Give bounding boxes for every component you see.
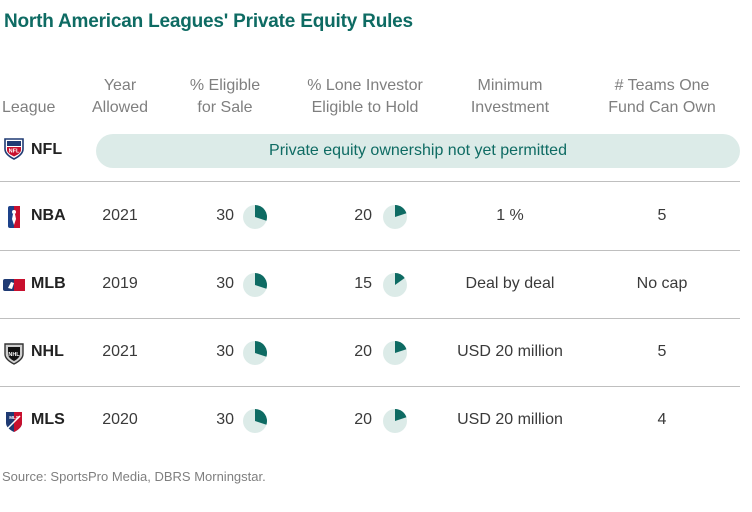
year-allowed-cell: 2020 <box>102 411 138 428</box>
eligible-for-sale-pie <box>243 341 267 365</box>
header-eligible-for-sale: % Eligible for Sale <box>180 75 270 119</box>
lone-investor-pie <box>383 409 407 433</box>
header-teams-line1: # Teams One <box>614 77 710 94</box>
eligible-for-sale-pie-slice <box>255 409 267 425</box>
svg-text:NFL: NFL <box>9 149 20 155</box>
nba-logo-icon <box>8 206 20 228</box>
nhl-logo-icon: NHL <box>4 343 24 365</box>
svg-text:MLS: MLS <box>9 415 19 420</box>
eligible-for-sale-value: 30 <box>216 275 234 292</box>
nfl-shield-icon: NFL <box>4 138 24 160</box>
eligible-for-sale-value: 30 <box>216 411 234 428</box>
lone-investor-value: 20 <box>354 411 372 428</box>
minimum-investment-cell: USD 20 million <box>457 411 563 428</box>
lone-investor-pie-slice <box>395 273 405 285</box>
teams-per-fund-cell: 4 <box>657 411 667 428</box>
lone-investor-pie-slice <box>395 409 407 421</box>
eligible-for-sale-pie <box>243 205 267 229</box>
header-minimum-investment: Minimum Investment <box>450 75 570 119</box>
teams-per-fund-cell: No cap <box>636 275 688 292</box>
lone-investor-value: 20 <box>354 343 372 360</box>
lone-investor-pie <box>383 273 407 297</box>
league-name: NFL <box>31 141 63 158</box>
lone-investor-pie <box>383 341 407 365</box>
header-eligible-line1: % Eligible <box>189 77 261 94</box>
league-name: MLS <box>31 411 65 428</box>
header-teams-line2: Fund Can Own <box>608 99 716 116</box>
eligible-for-sale-pie-slice <box>255 273 267 289</box>
league-name: NHL <box>31 343 64 360</box>
header-lone-line2: Eligible to Hold <box>311 99 419 116</box>
lone-investor-pie-slice <box>395 341 407 353</box>
league-name: MLB <box>31 275 66 292</box>
header-league: League <box>2 99 56 116</box>
teams-per-fund-cell: 5 <box>657 207 667 224</box>
row-divider <box>0 181 740 182</box>
eligible-for-sale-pie <box>243 273 267 297</box>
minimum-investment-cell: Deal by deal <box>465 275 555 292</box>
lone-investor-value: 20 <box>354 207 372 224</box>
chart-title: North American Leagues' Private Equity R… <box>4 11 413 32</box>
svg-text:NHL: NHL <box>8 352 20 358</box>
table-row-nba: NBA 2021 30 20 1 % 5 <box>0 188 752 248</box>
year-allowed-cell: 2021 <box>102 343 138 360</box>
lone-investor-pie-slice <box>395 205 407 217</box>
row-divider <box>0 250 740 251</box>
source-note: Source: SportsPro Media, DBRS Morningsta… <box>2 469 266 484</box>
mls-logo-icon: MLS <box>6 412 22 432</box>
lone-investor-value: 15 <box>354 275 372 292</box>
mlb-logo-icon <box>3 279 25 291</box>
row-divider <box>0 386 740 387</box>
header-teams-per-fund: # Teams One Fund Can Own <box>597 75 727 119</box>
nfl-not-permitted-banner: Private equity ownership not yet permitt… <box>96 134 740 168</box>
eligible-for-sale-value: 30 <box>216 207 234 224</box>
header-eligible-line2: for Sale <box>197 99 253 116</box>
minimum-investment-cell: USD 20 million <box>457 343 563 360</box>
year-allowed-cell: 2021 <box>102 207 138 224</box>
eligible-for-sale-pie-slice <box>255 205 267 221</box>
eligible-for-sale-pie <box>243 409 267 433</box>
table-row-mls: MLS MLS 2020 30 20 USD 20 million 4 <box>0 392 752 452</box>
table-row-mlb: MLB 2019 30 15 Deal by deal No cap <box>0 256 752 316</box>
header-lone-line1: % Lone Investor <box>307 77 423 94</box>
eligible-for-sale-value: 30 <box>216 343 234 360</box>
header-minimum-line1: Minimum <box>477 77 543 94</box>
teams-per-fund-cell: 5 <box>657 343 667 360</box>
league-name: NBA <box>31 207 66 224</box>
year-allowed-cell: 2019 <box>102 275 138 292</box>
header-year-line2: Allowed <box>91 99 149 116</box>
table-row-nhl: NHL NHL 2021 30 20 USD 20 million 5 <box>0 324 752 384</box>
header-minimum-line2: Investment <box>470 99 550 116</box>
minimum-investment-cell: 1 % <box>496 207 524 224</box>
table-row-nfl: NFL NFL <box>0 121 752 181</box>
header-year-allowed: Year Allowed <box>84 75 156 119</box>
eligible-for-sale-pie-slice <box>255 341 267 357</box>
header-lone-investor: % Lone Investor Eligible to Hold <box>295 75 435 119</box>
header-year-line1: Year <box>103 77 137 94</box>
row-divider <box>0 318 740 319</box>
lone-investor-pie <box>383 205 407 229</box>
